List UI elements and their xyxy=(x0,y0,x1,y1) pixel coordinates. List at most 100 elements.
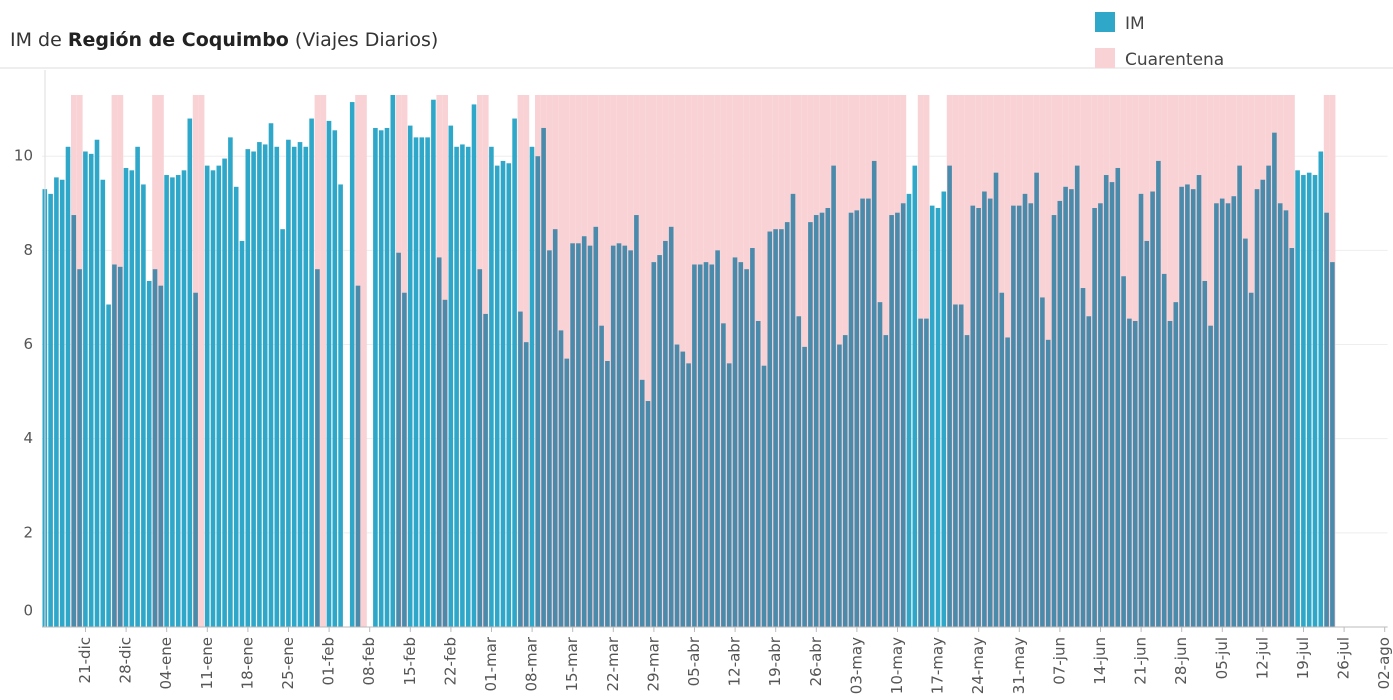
bar xyxy=(1330,262,1335,627)
bar xyxy=(779,229,784,627)
bar xyxy=(616,243,622,627)
bar xyxy=(233,186,239,628)
bar xyxy=(541,127,546,627)
bar xyxy=(1144,240,1150,627)
bar xyxy=(1069,189,1074,627)
x-tick-label: 08-mar xyxy=(523,636,541,691)
bar xyxy=(158,285,164,627)
bar xyxy=(610,245,616,628)
bar xyxy=(744,269,749,627)
bar xyxy=(1034,172,1039,628)
bar xyxy=(523,342,529,627)
bar xyxy=(628,250,633,627)
bar xyxy=(181,170,187,627)
bar xyxy=(558,330,564,627)
bar xyxy=(326,120,332,628)
x-tick-label: 11-ene xyxy=(198,637,216,689)
bar xyxy=(257,142,262,627)
bar xyxy=(750,248,755,627)
bar xyxy=(1115,167,1121,627)
y-tick-label: 2 xyxy=(23,523,33,541)
bar xyxy=(332,130,338,627)
bar xyxy=(1074,165,1080,627)
x-tick-label: 12-abr xyxy=(726,636,744,686)
bar xyxy=(831,165,836,627)
bar xyxy=(1196,175,1202,627)
bar xyxy=(315,269,320,627)
bar xyxy=(384,127,390,627)
bar xyxy=(802,346,807,627)
bar xyxy=(1132,320,1138,627)
x-tick-label: 18-ene xyxy=(238,637,256,689)
x-tick-label: 28-dic xyxy=(117,637,135,683)
bar xyxy=(819,212,825,628)
quarantine-band xyxy=(726,95,733,627)
bar xyxy=(123,167,129,627)
bar xyxy=(1121,276,1126,627)
bar xyxy=(129,170,135,627)
bar xyxy=(1301,175,1306,627)
bar xyxy=(1109,182,1115,627)
bar xyxy=(912,165,918,627)
bar xyxy=(518,311,523,627)
bar xyxy=(639,379,645,627)
x-tick-label: 25-ene xyxy=(279,637,297,689)
bar xyxy=(1080,288,1086,627)
bar xyxy=(1040,297,1045,627)
bar xyxy=(686,363,691,627)
bar xyxy=(570,243,575,627)
bar xyxy=(460,144,465,627)
x-tick-label: 02-ago xyxy=(1375,637,1393,689)
bar xyxy=(982,191,987,627)
bar xyxy=(1161,273,1167,627)
bar xyxy=(1306,172,1312,628)
bar xyxy=(883,335,889,627)
bar xyxy=(721,323,726,627)
bar xyxy=(889,215,894,627)
bar xyxy=(245,149,251,627)
legend-swatch xyxy=(1095,48,1115,68)
bar xyxy=(900,203,906,627)
bar xyxy=(1225,203,1231,627)
bar xyxy=(454,146,459,628)
bar xyxy=(970,205,976,628)
title-suffix: (Viajes Diarios) xyxy=(295,29,438,51)
x-tick-label: 05-jul xyxy=(1213,637,1231,679)
bar xyxy=(1208,325,1213,627)
bar xyxy=(228,137,233,627)
bar xyxy=(877,302,883,627)
x-tick-label: 29-mar xyxy=(644,636,662,691)
bar xyxy=(402,292,407,627)
bar xyxy=(999,292,1005,627)
bar xyxy=(1260,179,1266,628)
bar xyxy=(605,361,610,627)
bar xyxy=(1092,207,1097,627)
bar xyxy=(483,313,488,627)
bar xyxy=(651,262,657,627)
bar xyxy=(709,264,715,627)
quarantine-band xyxy=(685,95,692,627)
bar xyxy=(1190,189,1196,627)
bar xyxy=(274,146,280,628)
bar xyxy=(291,146,297,628)
bar xyxy=(1185,184,1190,627)
bar xyxy=(993,172,999,628)
bar xyxy=(413,137,419,627)
bar xyxy=(953,304,958,627)
chart-title: IM de Región de Coquimbo (Viajes Diarios… xyxy=(10,29,438,51)
bar xyxy=(1138,193,1144,628)
bar xyxy=(599,325,604,627)
x-tick-label: 01-feb xyxy=(320,637,338,686)
bar xyxy=(674,344,680,627)
bar xyxy=(303,146,309,628)
bar xyxy=(581,236,587,627)
bar xyxy=(1295,170,1300,627)
bar xyxy=(535,156,541,627)
x-tick-label: 08-feb xyxy=(360,637,378,686)
bar xyxy=(593,226,599,628)
y-tick-label: 0 xyxy=(23,602,33,620)
bar xyxy=(1022,193,1028,628)
bar xyxy=(622,245,628,628)
bar xyxy=(297,142,303,627)
bar xyxy=(1063,186,1068,628)
